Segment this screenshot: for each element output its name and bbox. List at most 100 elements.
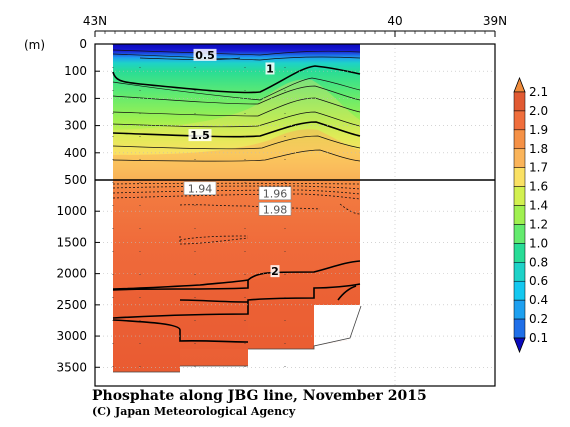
contour-label-1.98: 1.98 (258, 202, 292, 216)
contour-label-bg (188, 129, 212, 142)
contour-label-text: 1.98 (263, 203, 288, 216)
contour-upper-5 (112, 85, 361, 105)
contour-label-bg (193, 48, 217, 61)
contour-label-box (258, 186, 292, 201)
contour-label-bg (265, 62, 275, 75)
colorbar-segment (513, 186, 526, 206)
colorbar-under-triangle (513, 337, 526, 354)
contour-upper-4 (112, 77, 361, 101)
colorbar-segment (513, 224, 526, 244)
colorbar: 0.1 0.2 0.4 0.6 0.8 1.0 1.2 1.4 1.6 1.7 1.8 1.9 2.0 2… (513, 76, 548, 354)
contour-upper-1 (112, 53, 361, 61)
colorbar-segment (513, 148, 526, 168)
x-axis: 43N 40 39N (83, 14, 507, 37)
colorbar-label: 0.6 (529, 274, 548, 288)
contour-labels: 0.5 1 1.5 1.94 1.96 1.98 2 (183, 48, 292, 278)
colorbar-label: 2.0 (529, 104, 548, 118)
contour-lower-9 (112, 280, 249, 291)
credit-line: (C) Japan Meteorological Agency (92, 405, 296, 418)
contour-label-text: 1.96 (263, 188, 288, 201)
y-tick-label: 2000 (56, 267, 87, 281)
lower-section-field (113, 180, 362, 386)
colorbar-over-triangle (513, 76, 526, 93)
chart-title: Phosphate along JBG line, November 2015 (92, 388, 427, 404)
colorbar-segment (513, 91, 526, 112)
lower-field-gradient (113, 180, 360, 372)
y-tick-label: 1500 (56, 235, 87, 249)
contour-upper-8 (112, 121, 361, 138)
upper-section-field (113, 44, 360, 180)
colorbar-segment (513, 129, 526, 150)
colorbar-segment (513, 262, 526, 282)
contour-lower-7 (179, 236, 249, 245)
contour-lower-5 (179, 204, 321, 210)
plot-border (94, 43, 496, 387)
seabed-mask-notch (314, 305, 360, 346)
colorbar-label: 0.8 (529, 255, 548, 269)
contour-upper-6 (112, 97, 361, 117)
seabed-outline (113, 305, 362, 373)
colorbar-label: 1.8 (529, 142, 548, 156)
contour-upper-7 (112, 111, 361, 128)
contour-lower-12 (112, 319, 249, 343)
contour-upper-0 (112, 49, 361, 56)
colorbar-segment (513, 205, 526, 225)
contour-label-bg (270, 265, 280, 278)
colorbar-segment (513, 110, 526, 131)
y-axis-unit: (m) (24, 38, 45, 52)
contour-label-box (183, 181, 217, 196)
y-tick-label: 300 (64, 119, 87, 133)
contour-label-1.5: 1.5 (188, 129, 212, 142)
colorbar-segment (513, 167, 526, 187)
contour-upper-9 (112, 135, 361, 150)
y-tick-label: 500 (64, 173, 87, 187)
contour-label-text: 2 (271, 265, 279, 278)
y-tick-label: 0 (79, 37, 87, 51)
contour-label-text: 1.5 (190, 129, 210, 142)
contour-lower-1 (112, 185, 361, 190)
y-tick-label: 3000 (56, 329, 87, 343)
contour-lower-10 (112, 283, 361, 319)
contour-label-box (258, 202, 292, 216)
contour-label-0.5: 0.5 (193, 48, 217, 62)
contour-label-1: 1 (265, 62, 275, 75)
y-tick-label: 1000 (56, 204, 87, 218)
contour-lower-4 (339, 203, 361, 215)
colorbar-label: 1.7 (529, 161, 548, 175)
gridlines (95, 44, 495, 386)
seabed-mask (113, 305, 360, 386)
upper-field-shading-deep (113, 129, 360, 180)
contour-label-1.96: 1.96 (258, 186, 292, 201)
y-tick-label: 2500 (56, 298, 87, 312)
x-tick-label: 39N (483, 14, 507, 28)
contour-label-2: 2 (270, 265, 280, 278)
contour-label-text: 0.5 (195, 49, 215, 62)
colorbar-label: 1.0 (529, 236, 548, 250)
colorbar-segment (513, 299, 526, 320)
contour-upper-10 (112, 149, 361, 162)
colorbar-label: 0.4 (529, 293, 548, 307)
colorbar-label: 2.1 (529, 85, 548, 99)
x-tick-label: 40 (387, 14, 402, 28)
contour-lower-0 (112, 182, 361, 185)
x-tick-label: 43N (83, 14, 107, 28)
colorbar-label: 1.9 (529, 123, 548, 137)
contour-lower-13 (337, 285, 357, 301)
colorbar-label: 1.4 (529, 199, 548, 213)
colorbar-label: 1.6 (529, 180, 548, 194)
contour-label-text: 1.94 (188, 183, 213, 196)
colorbar-segment (513, 280, 526, 301)
contour-lower-11 (179, 299, 249, 303)
y-tick-label: 100 (64, 64, 87, 78)
colorbar-label: 0.1 (529, 331, 548, 345)
y-axis: 0 100 200 300 400 500 1000 1500 2000 2500 3000 3500 (56, 37, 100, 374)
contour-label-1.94: 1.94 (183, 181, 217, 196)
y-tick-label: 200 (64, 91, 87, 105)
colorbar-segment (513, 243, 526, 263)
contour-upper-3 (112, 65, 361, 94)
colorbar-segment (513, 318, 526, 339)
contour-lines (112, 49, 361, 343)
colorbar-label: 0.2 (529, 312, 548, 326)
colorbar-label: 1.2 (529, 217, 548, 231)
